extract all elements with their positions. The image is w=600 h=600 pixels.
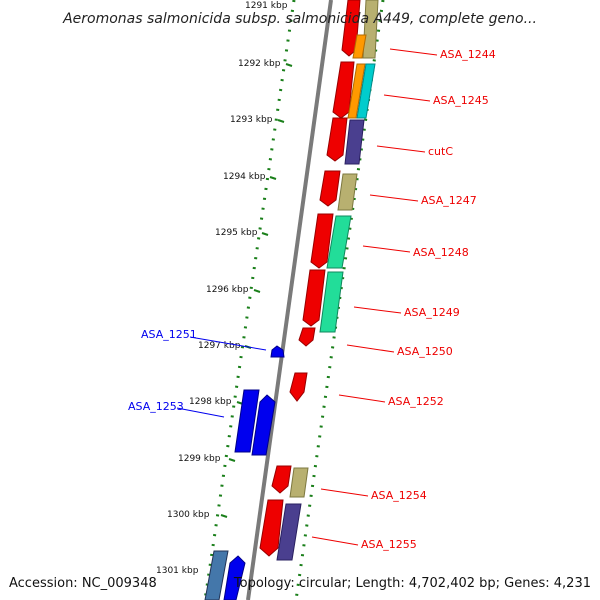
forward-gene-arrow[interactable] [271, 465, 292, 494]
scale-tick-label: 1297 kbp [198, 341, 241, 351]
label-connector [389, 48, 438, 56]
label-connectors [176, 48, 438, 546]
scale-tick [285, 63, 293, 67]
label-connector [320, 488, 369, 497]
gene-feature[interactable] [319, 271, 344, 333]
gene-feature[interactable] [276, 503, 302, 561]
forward-gene-arrow[interactable] [332, 61, 355, 119]
gene-label[interactable]: ASA_1248 [413, 246, 469, 259]
scale-tick-label: 1296 kbp [206, 285, 249, 295]
scale-tick [253, 289, 261, 293]
gene-feature[interactable] [326, 215, 352, 269]
gene-label[interactable]: ASA_1251 [141, 328, 197, 341]
scale-tick-label: 1298 kbp [189, 397, 232, 407]
scale-tick-label: 1295 kbp [215, 228, 258, 238]
reverse-gene-arrow[interactable] [204, 550, 229, 600]
inner-dotted-ring [203, 0, 296, 600]
gene-feature[interactable] [347, 63, 366, 119]
reverse-gene-arrow[interactable] [251, 394, 276, 456]
label-connector [353, 306, 402, 314]
forward-gene-arrow[interactable] [326, 117, 348, 162]
scale-tick [228, 458, 236, 462]
forward-gene-arrow[interactable] [298, 327, 316, 347]
gene-feature[interactable] [362, 0, 379, 59]
forward-gene-arrow[interactable] [302, 269, 326, 327]
scale-tick [277, 119, 285, 123]
gene-label[interactable]: ASA_1244 [440, 48, 496, 61]
reverse-features [204, 345, 285, 600]
reverse-gene-arrow[interactable] [270, 345, 285, 358]
gene-label[interactable]: ASA_1253 [128, 400, 184, 413]
scale-tick-label: 1293 kbp [230, 115, 273, 125]
scale-ticks: 1291 kbp 1292 kbp 1293 kbp 1294 kbp 1295… [156, 1, 293, 576]
gene-feature[interactable] [337, 173, 358, 211]
forward-gene-arrow[interactable] [289, 372, 308, 402]
forward-gene-arrow[interactable] [259, 499, 284, 557]
scale-tick [269, 176, 277, 180]
gene-label[interactable]: cutC [428, 145, 453, 158]
label-connector [311, 536, 359, 546]
gene-label[interactable]: ASA_1249 [404, 306, 460, 319]
scale-tick-label: 1300 kbp [167, 510, 210, 520]
gene-label[interactable]: ASA_1247 [421, 194, 477, 207]
forward-features [259, 0, 361, 557]
gene-labels: ASA_1244 ASA_1245 cutC ASA_1247 ASA_1248… [128, 48, 496, 551]
gene-feature[interactable] [352, 34, 367, 59]
gene-label[interactable]: ASA_1254 [371, 489, 427, 502]
label-connector [376, 145, 426, 153]
map-title: Aeromonas salmonicida subsp. salmonicida… [62, 11, 537, 27]
gene-label[interactable]: ASA_1255 [361, 538, 417, 551]
category-features [276, 0, 379, 561]
gene-feature[interactable] [344, 119, 365, 165]
reverse-gene-arrow[interactable] [223, 555, 246, 600]
forward-gene-arrow[interactable] [319, 170, 341, 207]
reverse-gene-arrow[interactable] [234, 389, 260, 453]
scale-tick [261, 232, 269, 236]
gene-label[interactable]: ASA_1252 [388, 395, 444, 408]
label-connector [346, 344, 395, 353]
scale-tick [220, 514, 228, 518]
label-connector [189, 336, 267, 351]
forward-gene-arrow[interactable] [310, 213, 334, 269]
accession-text: Accession: NC_009348 [9, 576, 157, 591]
scale-tick-label: 1291 kbp [245, 1, 288, 11]
scale-tick-label: 1294 kbp [223, 172, 266, 182]
label-connector [338, 394, 386, 403]
label-connector [362, 245, 411, 253]
gene-label[interactable]: ASA_1250 [397, 345, 453, 358]
scale-tick-label: 1299 kbp [178, 454, 221, 464]
label-connector [383, 94, 431, 102]
gene-feature[interactable] [356, 63, 376, 119]
topology-text: Topology: circular; Length: 4,702,402 bp… [233, 576, 591, 591]
label-connector [369, 194, 419, 202]
scale-tick-label: 1301 kbp [156, 566, 199, 576]
genome-backbone [246, 0, 333, 600]
gene-feature[interactable] [289, 467, 309, 498]
gene-label[interactable]: ASA_1245 [433, 94, 489, 107]
scale-tick-label: 1292 kbp [238, 59, 281, 69]
label-connector [176, 407, 225, 418]
